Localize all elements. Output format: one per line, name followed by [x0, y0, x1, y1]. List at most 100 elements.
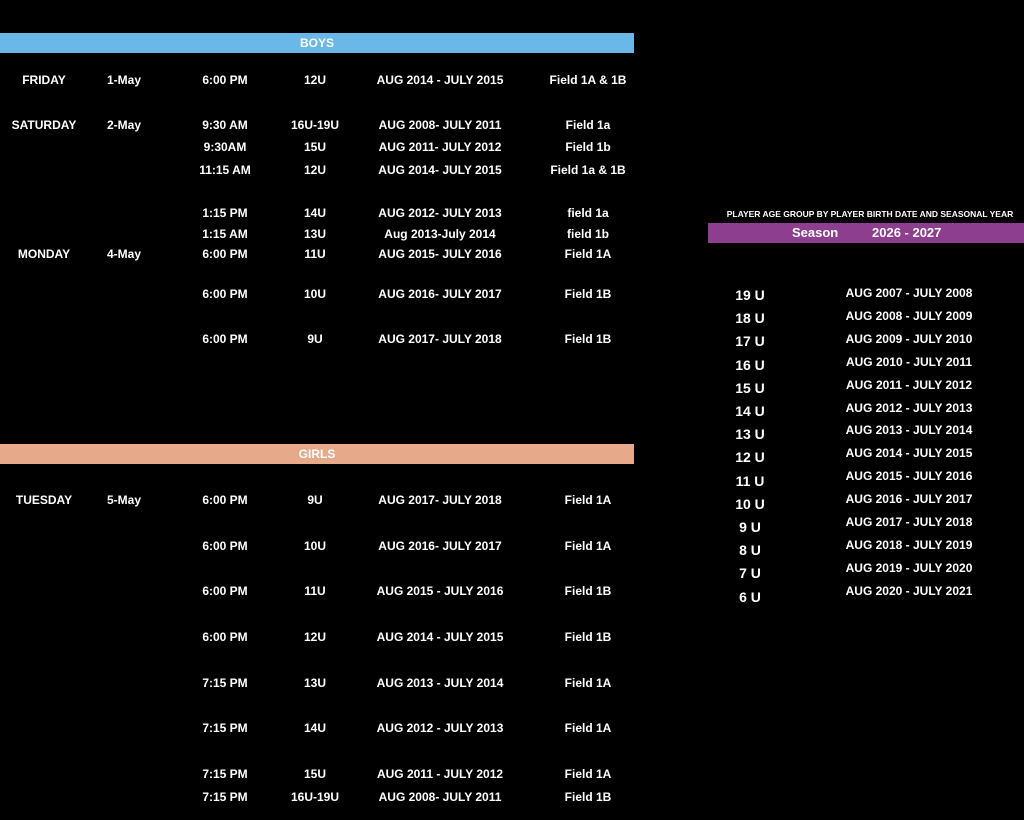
legend-birth-range: AUG 2013 - JULY 2014: [845, 423, 973, 438]
birth-range-cell: AUG 2015 - JULY 2016: [376, 584, 504, 598]
field-cell: Field 1a: [565, 118, 611, 132]
legend-age-group: 15 U: [735, 379, 765, 396]
field-cell: field 1b: [566, 227, 610, 241]
legend-birth-range: AUG 2011 - JULY 2012: [845, 377, 973, 392]
field-cell: Field 1B: [564, 630, 612, 644]
age-cell: 14U: [303, 206, 327, 220]
day-cell: TUESDAY: [15, 493, 73, 507]
birth-range-cell: AUG 2015- JULY 2016: [378, 247, 502, 261]
legend-birth-range: AUG 2019 - JULY 2020: [845, 560, 973, 575]
age-cell: 12U: [303, 73, 327, 87]
legend-birth-range: AUG 2008 - JULY 2009: [845, 308, 973, 323]
time-cell: 6:00 PM: [202, 332, 248, 346]
legend-age-group: 13 U: [735, 426, 765, 443]
age-cell: 11U: [304, 584, 326, 598]
legend-age-group: 11 U: [735, 472, 765, 489]
birth-range-cell: AUG 2017- JULY 2018: [378, 332, 502, 346]
time-cell: 6:00 PM: [202, 73, 248, 87]
age-cell: 13U: [303, 227, 327, 241]
legend-birth-range: AUG 2009 - JULY 2010: [845, 331, 973, 346]
field-cell: Field 1a & 1B: [550, 163, 626, 177]
legend-birth-range: AUG 2018 - JULY 2019: [845, 537, 973, 552]
birth-range-cell: AUG 2012- JULY 2013: [378, 206, 502, 220]
season-years: 2026 - 2027: [872, 225, 942, 240]
field-cell: Field 1b: [565, 140, 611, 154]
birth-range-cell: AUG 2013 - JULY 2014: [376, 676, 504, 690]
legend-title: PLAYER AGE GROUP BY PLAYER BIRTH DATE AN…: [726, 209, 1014, 219]
age-cell: 15U: [303, 767, 327, 781]
birth-range-cell: AUG 2011 - JULY 2012: [376, 767, 504, 781]
age-cell: 10U: [303, 287, 327, 301]
season-label: Season: [792, 225, 839, 240]
boys-section-header: BOYS: [0, 33, 634, 53]
age-cell: 9U: [307, 493, 323, 507]
date-cell: 1-May: [106, 73, 142, 87]
legend-age-group: 9 U: [739, 519, 761, 535]
field-cell: Field 1A: [564, 676, 612, 690]
time-cell: 7:15 PM: [202, 767, 248, 781]
age-cell: 11U: [304, 247, 326, 261]
birth-range-cell: AUG 2012 - JULY 2013: [376, 721, 504, 735]
legend-age-group: 14 U: [735, 403, 765, 419]
time-cell: 6:00 PM: [202, 630, 248, 644]
time-cell: 6:00 PM: [202, 539, 248, 553]
field-cell: Field 1A: [564, 247, 612, 261]
field-cell: Field 1A: [564, 767, 612, 781]
field-cell: Field 1B: [564, 332, 612, 346]
age-cell: 9U: [307, 332, 323, 346]
field-cell: Field 1A: [564, 721, 612, 735]
field-cell: Field 1A & 1B: [549, 73, 627, 87]
date-cell: 4-May: [106, 247, 142, 261]
field-cell: Field 1B: [564, 584, 612, 598]
age-cell: 12U: [303, 163, 327, 177]
legend-birth-range: AUG 2010 - JULY 2011: [845, 354, 973, 369]
birth-range-cell: AUG 2011- JULY 2012: [378, 140, 502, 154]
legend-birth-range: AUG 2014 - JULY 2015: [845, 446, 973, 461]
birth-range-cell: AUG 2008- JULY 2011: [378, 118, 502, 132]
legend-age-group: 19 U: [735, 287, 765, 303]
day-cell: SATURDAY: [11, 118, 77, 132]
time-cell: 11:15 AM: [199, 163, 251, 177]
time-cell: 7:15 PM: [202, 721, 248, 735]
legend-birth-range: AUG 2012 - JULY 2013: [845, 400, 973, 415]
age-cell: 15U: [303, 140, 327, 154]
birth-range-cell: Aug 2013-July 2014: [384, 227, 496, 241]
time-cell: 7:15 PM: [202, 676, 248, 690]
day-cell: MONDAY: [17, 247, 71, 261]
time-cell: 1:15 PM: [202, 206, 248, 220]
legend-age-group: 7 U: [739, 565, 761, 582]
birth-range-cell: AUG 2016- JULY 2017: [378, 539, 502, 553]
birth-range-cell: AUG 2014 - JULY 2015: [376, 73, 504, 87]
legend-age-group: 10 U: [735, 495, 765, 512]
legend-birth-range: AUG 2007 - JULY 2008: [845, 286, 973, 300]
birth-range-cell: AUG 2014- JULY 2015: [378, 163, 502, 177]
date-cell: 5-May: [106, 493, 142, 507]
legend-age-group: 18 U: [735, 310, 765, 327]
legend-age-group: 16 U: [735, 356, 765, 373]
legend-age-group: 6 U: [739, 588, 761, 605]
time-cell: 6:00 PM: [202, 493, 248, 507]
day-cell: FRIDAY: [22, 73, 66, 87]
time-cell: 6:00 PM: [202, 247, 248, 261]
field-cell: Field 1A: [564, 539, 612, 553]
time-cell: 9:30AM: [203, 140, 247, 154]
time-cell: 1:15 AM: [202, 227, 248, 241]
date-cell: 2-May: [106, 118, 142, 132]
time-cell: 9:30 AM: [202, 118, 248, 132]
time-cell: 6:00 PM: [202, 584, 248, 598]
birth-range-cell: AUG 2016- JULY 2017: [378, 287, 502, 301]
legend-age-group: 12 U: [735, 449, 765, 466]
age-cell: 13U: [303, 676, 327, 690]
season-header: Season 2026 - 2027: [708, 223, 1024, 243]
time-cell: 6:00 PM: [202, 287, 248, 301]
field-cell: Field 1B: [564, 287, 612, 301]
field-cell: Field 1B: [564, 790, 612, 804]
age-cell: 12U: [303, 630, 327, 644]
time-cell: 7:15 PM: [202, 790, 248, 804]
age-cell: 16U-19U: [290, 790, 340, 804]
age-cell: 16U-19U: [290, 118, 340, 132]
legend-birth-range: AUG 2017 - JULY 2018: [845, 515, 973, 529]
age-cell: 10U: [303, 539, 327, 553]
birth-range-cell: AUG 2017- JULY 2018: [378, 493, 502, 507]
field-cell: Field 1A: [564, 493, 612, 507]
